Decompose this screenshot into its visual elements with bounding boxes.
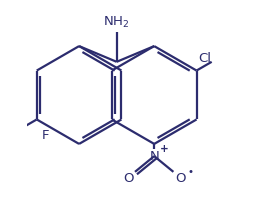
- Text: O: O: [175, 172, 186, 185]
- Text: •: •: [187, 167, 193, 177]
- Text: F: F: [42, 129, 50, 142]
- Text: +: +: [160, 144, 169, 154]
- Text: NH$_2$: NH$_2$: [103, 14, 130, 30]
- Text: O: O: [123, 172, 133, 185]
- Text: N: N: [149, 150, 159, 163]
- Text: Cl: Cl: [198, 52, 211, 65]
